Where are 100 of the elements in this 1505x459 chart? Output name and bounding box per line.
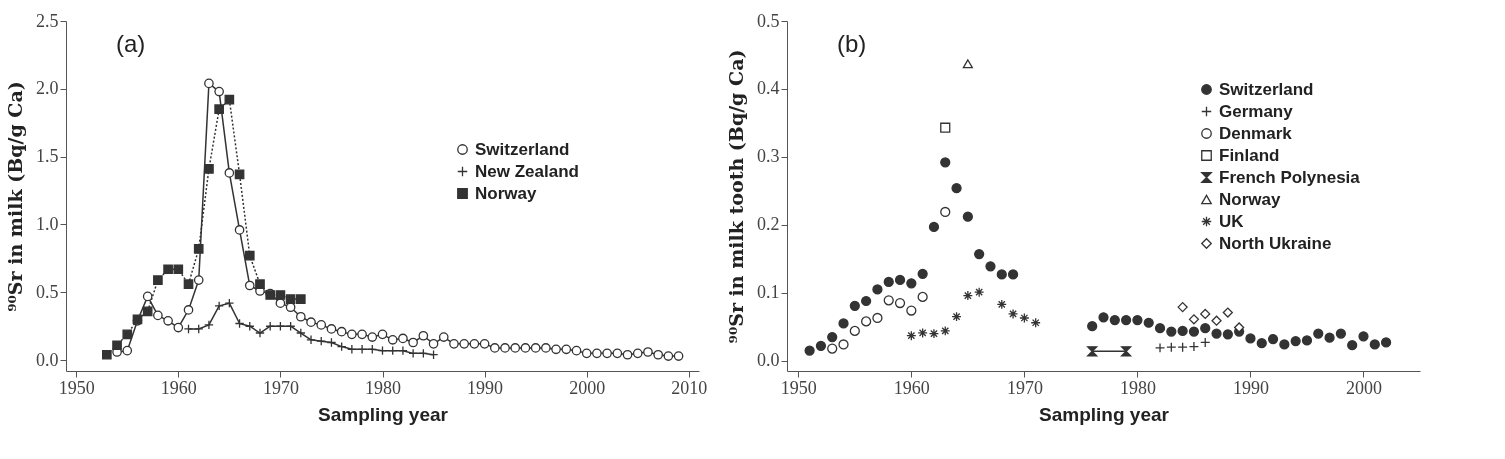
point [112,340,122,351]
point [940,206,951,218]
point [612,348,623,359]
point [489,343,500,353]
point [1087,346,1098,357]
point [1154,323,1166,334]
point [255,328,265,338]
y-tick-label: 0.2 [757,214,780,235]
point [551,344,561,355]
point [1087,321,1098,332]
point [224,168,235,178]
point [500,343,510,353]
point [602,348,612,359]
point [1019,312,1030,324]
legend-label: French Polynesia [1219,167,1361,187]
point [122,345,133,356]
point [1222,307,1233,318]
point [849,325,860,337]
x-axis-title: Sampling year [1039,403,1170,425]
x-tick-label: 1970 [1006,377,1043,398]
point [985,261,996,272]
x-tick-label: 2010 [671,377,708,398]
point [449,339,459,349]
annotation: (a) [116,30,146,57]
x-tick-label: 1980 [365,377,401,398]
point [974,248,985,260]
point [214,301,224,311]
point [663,351,674,361]
point [1098,312,1109,323]
point [1358,331,1369,342]
annotation: (b) [837,30,867,57]
point [204,164,214,174]
legend-label: Finland [1219,145,1280,165]
point [398,333,408,344]
point [234,225,245,235]
point [962,290,973,301]
x-tick-label: 1950 [58,377,95,398]
legend-label: Germany [1219,101,1294,121]
point [561,344,572,355]
point [861,316,872,327]
point [838,318,849,329]
point [1030,317,1041,328]
point [336,326,347,337]
point [541,343,551,353]
y-tick-label: 0.5 [36,281,59,302]
point [479,339,490,349]
legend-label: New Zealand [475,161,579,181]
point [183,324,194,334]
point [894,297,906,309]
point [974,287,985,298]
point [224,94,235,105]
point [1324,332,1335,343]
point [520,343,531,353]
point [1256,338,1267,349]
y-tick-label: 2.5 [36,10,59,31]
legend-label: Switzerland [475,139,570,159]
point [183,279,194,290]
point [1279,339,1290,350]
point [1177,301,1188,313]
point [285,294,296,304]
y-tick-label: 1.5 [36,146,59,167]
point [183,305,194,315]
point [153,275,163,285]
point [815,340,827,351]
point [510,343,521,353]
point [827,331,838,343]
point [928,328,940,339]
point [1188,314,1200,325]
point [142,291,153,302]
point [438,332,449,342]
point [459,339,470,349]
point [377,329,388,340]
point [872,312,883,324]
point [306,334,316,345]
legend-label: Norway [475,183,537,203]
point [917,268,928,279]
point [295,294,306,304]
point [1200,323,1211,334]
point [653,349,663,360]
point [1301,335,1313,346]
point [962,211,973,222]
point [940,325,951,337]
point [622,349,633,360]
point [838,339,849,350]
y-axis-title: ⁹⁰Sr in milk tooth (Bq/g Ca) [725,49,747,344]
point [951,311,962,322]
point [295,328,306,338]
point [387,334,398,345]
point [347,329,357,340]
point [1166,326,1177,337]
point [1267,333,1279,345]
y-tick-label: 0.4 [757,78,780,99]
point [204,78,214,89]
point [1245,333,1256,344]
point [1369,339,1380,350]
point [1143,317,1154,328]
point [940,122,951,133]
point [1177,325,1188,337]
y-tick-label: 0.0 [36,349,59,370]
point [1109,314,1120,326]
